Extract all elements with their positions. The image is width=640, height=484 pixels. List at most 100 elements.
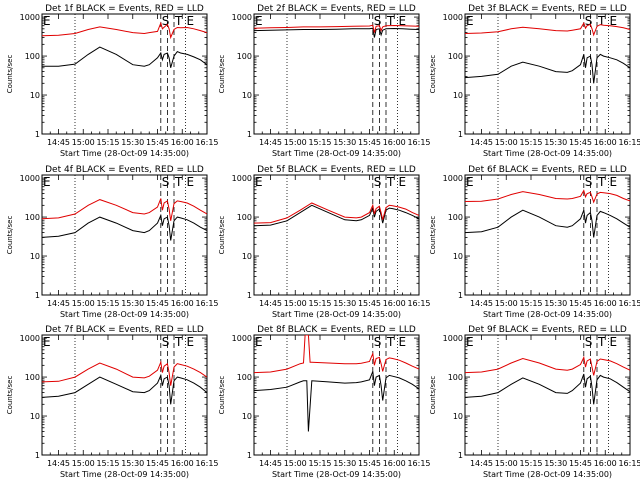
x-axis-label: Start Time (28-Oct-09 14:35:00) xyxy=(272,310,401,319)
y-tick-label: 10 xyxy=(242,91,252,100)
marker-label: E xyxy=(255,14,263,28)
x-tick-label: 16:00 xyxy=(171,138,194,147)
plot-frame xyxy=(41,13,208,135)
y-tick-label: 10 xyxy=(30,252,40,261)
y-tick-label: 1000 xyxy=(232,13,252,22)
panel-title: Det 2f BLACK = Events, RED = LLD xyxy=(257,4,416,14)
x-tick-label: 15:15 xyxy=(308,299,331,308)
x-tick-label: 16:00 xyxy=(383,459,406,468)
x-tick-label: 15:45 xyxy=(358,299,381,308)
y-tick-label: 100 xyxy=(25,213,40,222)
x-tick-label: 15:15 xyxy=(519,138,542,147)
x-tick-label: 16:15 xyxy=(407,299,430,308)
x-tick-label: 14:45 xyxy=(470,459,493,468)
y-tick-label: 1 xyxy=(247,451,252,460)
detector-panel-6: Det 6f BLACK = Events, RED = LLD 1 10 100 10… xyxy=(429,165,640,319)
y-axis-label: Counts/sec xyxy=(429,376,437,415)
x-tick-label: 15:30 xyxy=(544,299,567,308)
series-line-events xyxy=(42,213,207,241)
x-tick-label: 16:00 xyxy=(594,299,617,308)
y-axis-label: Counts/sec xyxy=(218,216,226,255)
x-tick-label: 15:45 xyxy=(569,138,592,147)
x-tick-label: 15:30 xyxy=(333,459,356,468)
y-axis-label: Counts/sec xyxy=(218,376,226,415)
x-tick-label: 14:45 xyxy=(470,299,493,308)
plot-frame xyxy=(253,13,420,135)
marker-label: E xyxy=(255,175,263,189)
x-tick-label: 15:00 xyxy=(495,138,518,147)
y-tick-label: 10 xyxy=(453,412,463,421)
marker-label: T xyxy=(597,175,606,189)
marker-label: T xyxy=(597,335,606,349)
x-tick-label: 15:30 xyxy=(333,138,356,147)
marker-label: S xyxy=(585,335,593,349)
y-tick-label: 1 xyxy=(458,291,463,300)
y-tick-label: 1000 xyxy=(443,13,463,22)
marker-label: S xyxy=(585,175,593,189)
y-axis-label: Counts/sec xyxy=(6,216,14,255)
x-tick-label: 15:15 xyxy=(519,299,542,308)
marker-label: T xyxy=(174,14,183,28)
x-axis-label: Start Time (28-Oct-09 14:35:00) xyxy=(483,149,612,158)
panel-title: Det 5f BLACK = Events, RED = LLD xyxy=(257,165,416,175)
detector-panel-2: Det 2f BLACK = Events, RED = LLD 1 10 100 10… xyxy=(218,4,431,158)
x-tick-label: 16:15 xyxy=(618,138,640,147)
x-tick-label: 15:15 xyxy=(308,138,331,147)
x-tick-label: 16:15 xyxy=(195,299,218,308)
series-line-lld xyxy=(465,189,630,204)
series-line-lld xyxy=(465,21,630,37)
x-tick-label: 15:00 xyxy=(72,299,95,308)
y-tick-label: 1 xyxy=(458,451,463,460)
panel-title: Det 7f BLACK = Events, RED = LLD xyxy=(45,325,204,335)
x-axis-label: Start Time (28-Oct-09 14:35:00) xyxy=(483,470,612,479)
plot-frame xyxy=(41,174,208,296)
detector-panel-4: Det 4f BLACK = Events, RED = LLD 1 10 100 10… xyxy=(6,165,219,319)
x-tick-label: 15:15 xyxy=(519,459,542,468)
marker-label: T xyxy=(386,335,395,349)
marker-label: E xyxy=(43,14,51,28)
marker-label: E xyxy=(255,335,263,349)
series-line-events xyxy=(465,373,630,405)
marker-label: T xyxy=(597,14,606,28)
series-group xyxy=(254,335,419,432)
x-tick-label: 15:30 xyxy=(121,299,144,308)
plot-frame xyxy=(41,334,208,456)
series-line-events xyxy=(254,27,419,38)
plot-frame xyxy=(253,334,420,456)
x-tick-label: 15:45 xyxy=(358,138,381,147)
marker-label: E xyxy=(399,335,407,349)
marker-label: E xyxy=(466,175,474,189)
marker-label: S xyxy=(374,175,382,189)
x-tick-label: 15:15 xyxy=(96,459,119,468)
y-tick-label: 1000 xyxy=(443,334,463,343)
x-tick-label: 16:15 xyxy=(618,459,640,468)
y-tick-label: 100 xyxy=(25,52,40,61)
y-tick-label: 1 xyxy=(35,130,40,139)
x-tick-label: 14:45 xyxy=(47,299,70,308)
y-tick-label: 100 xyxy=(25,373,40,382)
x-tick-label: 15:00 xyxy=(72,138,95,147)
x-axis-label: Start Time (28-Oct-09 14:35:00) xyxy=(272,470,401,479)
panel-title: Det 1f BLACK = Events, RED = LLD xyxy=(45,4,204,14)
marker-label: S xyxy=(374,335,382,349)
detector-panel-1: Det 1f BLACK = Events, RED = LLD 1 10 100 10… xyxy=(6,4,219,158)
x-tick-label: 15:30 xyxy=(544,459,567,468)
x-tick-label: 16:00 xyxy=(171,459,194,468)
marker-label: S xyxy=(374,14,382,28)
series-line-lld xyxy=(42,21,207,40)
x-tick-label: 15:15 xyxy=(308,459,331,468)
series-group xyxy=(42,198,207,241)
y-axis-label: Counts/sec xyxy=(6,55,14,94)
series-line-events xyxy=(465,53,630,84)
y-tick-label: 100 xyxy=(237,213,252,222)
marker-label: E xyxy=(187,175,195,189)
y-tick-label: 1000 xyxy=(20,13,40,22)
x-tick-label: 14:45 xyxy=(47,138,70,147)
series-line-lld xyxy=(254,24,419,33)
x-tick-label: 16:15 xyxy=(407,459,430,468)
y-tick-label: 1000 xyxy=(232,334,252,343)
x-tick-label: 16:15 xyxy=(195,138,218,147)
series-group xyxy=(254,202,419,227)
marker-label: E xyxy=(610,14,618,28)
